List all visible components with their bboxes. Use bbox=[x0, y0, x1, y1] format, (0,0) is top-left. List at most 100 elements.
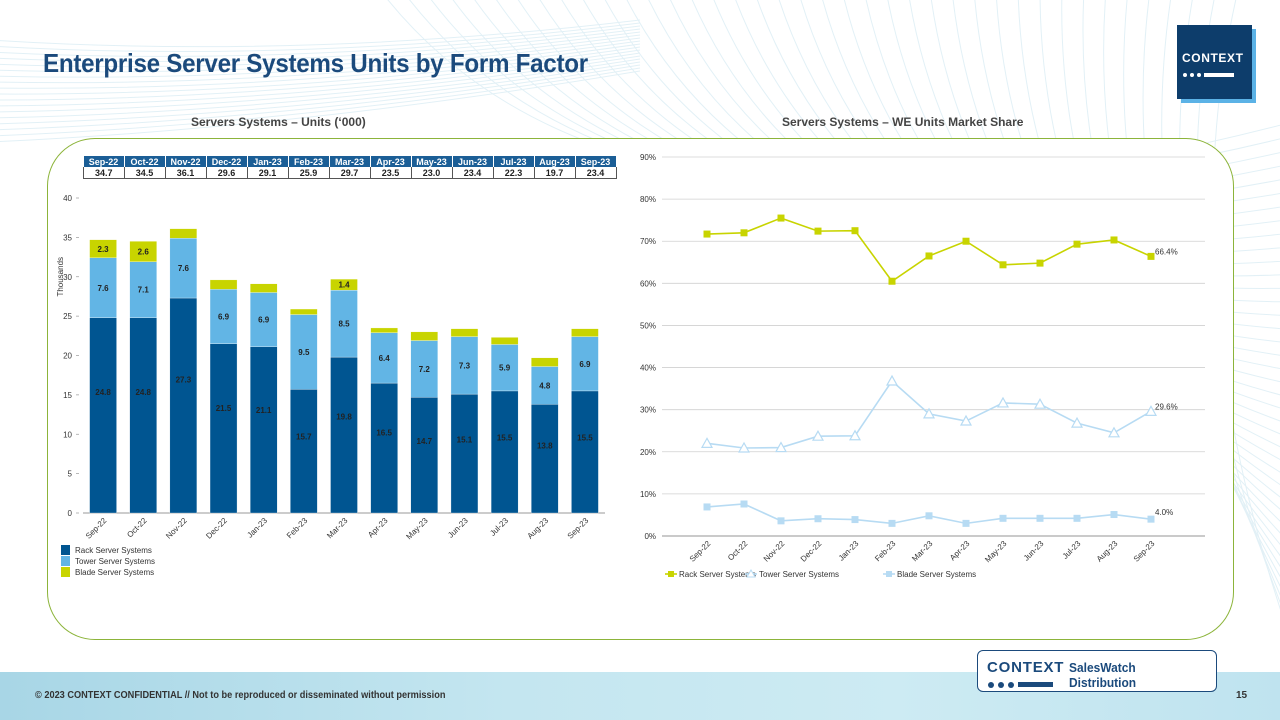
data-point-marker bbox=[777, 517, 785, 525]
page-title: Enterprise Server Systems Units by Form … bbox=[43, 48, 588, 78]
bar-data-label: 1.4 bbox=[338, 281, 350, 290]
bar-segment-blade bbox=[250, 283, 278, 293]
data-point-marker bbox=[1036, 259, 1044, 267]
bar-segment-rack bbox=[490, 390, 519, 514]
bar-segment-rack bbox=[290, 389, 318, 514]
bar-segment-blade bbox=[450, 328, 479, 337]
y-tick-label: 50% bbox=[640, 321, 656, 330]
y-tick-label: 25 bbox=[63, 312, 72, 321]
logo-text: CONTEXT bbox=[1182, 51, 1244, 65]
bar-data-label: 21.5 bbox=[216, 404, 232, 413]
data-point-marker bbox=[848, 429, 862, 441]
legend-label: Tower Server Systems bbox=[759, 570, 839, 579]
legend-marker bbox=[886, 571, 892, 577]
bar-segment-blade bbox=[129, 241, 157, 262]
y-tick-label: 0% bbox=[644, 532, 656, 541]
bar-data-label: 14.7 bbox=[417, 437, 433, 446]
bar-segment-rack bbox=[410, 397, 438, 514]
bar-segment-tower bbox=[571, 336, 599, 392]
y-tick-label: 10 bbox=[63, 430, 72, 439]
bar-segment-blade bbox=[290, 308, 318, 315]
brand-dots-icon bbox=[988, 676, 1053, 694]
bar-data-label: 2.3 bbox=[98, 245, 110, 254]
context-logo: CONTEXT bbox=[1177, 25, 1252, 99]
bar-segment-blade bbox=[410, 331, 438, 341]
bar-data-label: 15.7 bbox=[296, 432, 312, 441]
bar-data-label: 7.1 bbox=[138, 286, 150, 295]
data-point-marker bbox=[962, 237, 970, 245]
totals-value-cell: 25.9 bbox=[288, 167, 330, 179]
totals-value-cell: 34.7 bbox=[83, 167, 125, 179]
data-point-marker bbox=[925, 512, 933, 520]
totals-value-cell: 19.7 bbox=[534, 167, 576, 179]
y-tick-label: 20% bbox=[640, 448, 656, 457]
legend-swatch bbox=[61, 567, 70, 577]
bar-data-label: 7.3 bbox=[459, 361, 471, 370]
bar-data-label: 6.9 bbox=[579, 360, 591, 369]
totals-value-cell: 22.3 bbox=[493, 167, 535, 179]
legend-marker bbox=[746, 568, 756, 578]
bar-data-label: 7.2 bbox=[419, 365, 431, 374]
bar-data-label: 21.1 bbox=[256, 406, 272, 415]
legend-label: Rack Server Systems bbox=[679, 570, 756, 579]
bar-segment-tower bbox=[410, 340, 438, 398]
bar-segment-rack bbox=[330, 356, 358, 514]
totals-header-cell: Oct-22 bbox=[124, 156, 166, 167]
data-point-marker bbox=[811, 429, 825, 441]
x-tick-label: Dec-22 bbox=[799, 539, 824, 564]
x-tick-label: Feb-23 bbox=[873, 539, 898, 564]
data-point-marker bbox=[1107, 426, 1121, 438]
data-point-marker bbox=[922, 407, 936, 419]
data-point-marker bbox=[999, 514, 1007, 522]
footer-confidential-text: © 2023 CONTEXT CONFIDENTIAL // Not to be… bbox=[35, 690, 446, 701]
data-point-marker bbox=[962, 519, 970, 527]
data-point-marker bbox=[925, 252, 933, 260]
legend-label: Tower Server Systems bbox=[75, 557, 155, 566]
data-point-marker bbox=[1073, 240, 1081, 248]
bar-segment-blade bbox=[330, 278, 358, 291]
totals-header-cell: May-23 bbox=[411, 156, 453, 167]
legend-label: Blade Server Systems bbox=[75, 568, 154, 577]
y-axis-label: Thousands bbox=[56, 257, 65, 297]
data-point-marker bbox=[888, 277, 896, 285]
data-point-marker bbox=[1110, 236, 1118, 244]
bar-segment-rack bbox=[169, 297, 198, 514]
y-tick-label: 15 bbox=[63, 391, 72, 400]
data-point-marker bbox=[774, 441, 788, 453]
y-tick-label: 60% bbox=[640, 279, 656, 288]
brand-context-text: CONTEXT bbox=[987, 659, 1065, 676]
bar-segment-rack bbox=[89, 317, 117, 514]
bar-segment-rack bbox=[531, 404, 559, 514]
data-point-marker bbox=[740, 229, 748, 237]
data-point-marker bbox=[1144, 405, 1158, 416]
bar-data-label: 7.6 bbox=[98, 284, 110, 293]
bar-data-label: 24.8 bbox=[95, 388, 111, 397]
x-tick-label: Jan-23 bbox=[837, 539, 861, 563]
data-point-marker bbox=[851, 516, 859, 524]
totals-header-cell: Feb-23 bbox=[288, 156, 330, 167]
totals-value-cell: 23.0 bbox=[411, 167, 453, 179]
x-tick-label: Jun-23 bbox=[1022, 539, 1046, 563]
data-point-marker bbox=[1110, 511, 1118, 519]
totals-value-cell: 29.1 bbox=[247, 167, 289, 179]
data-point-marker bbox=[703, 503, 711, 511]
charts-panel bbox=[47, 138, 1234, 640]
x-tick-label: Jul-23 bbox=[1061, 539, 1083, 561]
bar-data-label: 6.9 bbox=[218, 313, 230, 322]
totals-header-cell: Dec-22 bbox=[206, 156, 248, 167]
data-point-marker bbox=[703, 230, 711, 238]
bar-data-label: 6.4 bbox=[379, 354, 391, 363]
totals-value-cell: 29.7 bbox=[329, 167, 371, 179]
legend-marker bbox=[668, 571, 674, 577]
y-tick-label: 30% bbox=[640, 406, 656, 415]
bar-data-label: 4.8 bbox=[539, 381, 551, 390]
totals-value-cell: 29.6 bbox=[206, 167, 248, 179]
totals-header-cell: Aug-23 bbox=[534, 156, 576, 167]
bar-data-label: 15.5 bbox=[577, 433, 593, 442]
y-tick-label: 80% bbox=[640, 195, 656, 204]
line-chart-title: Servers Systems – WE Units Market Share bbox=[782, 115, 1024, 129]
data-point-marker bbox=[999, 261, 1007, 269]
totals-value-cell: 23.4 bbox=[575, 167, 617, 179]
x-tick-label: May-23 bbox=[983, 539, 1009, 565]
bar-segment-blade bbox=[89, 239, 117, 259]
